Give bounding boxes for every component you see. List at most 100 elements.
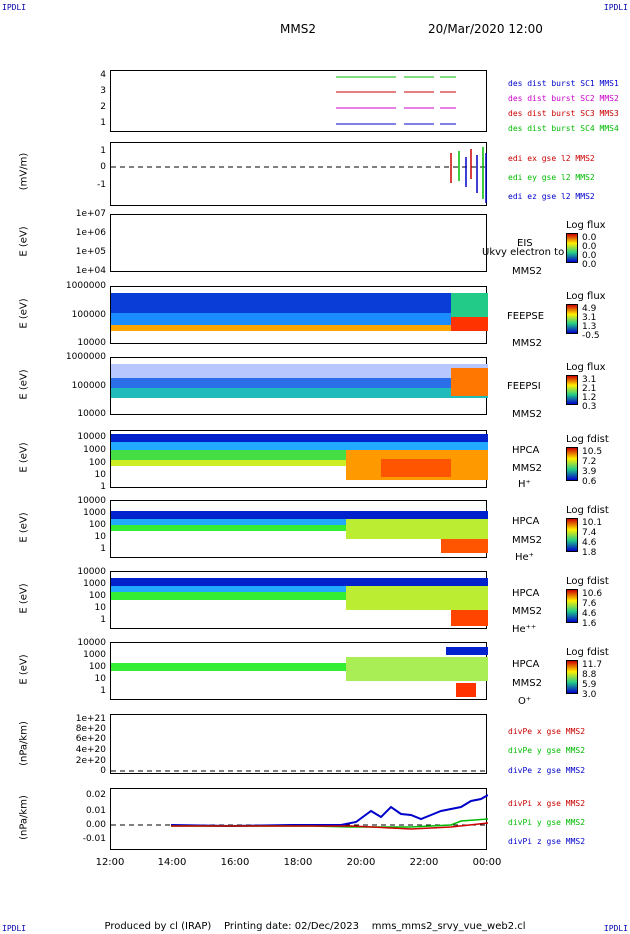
colorbar-value: 0.6 — [582, 477, 597, 487]
colorbar-title: Log fdist — [566, 434, 609, 445]
ytick: 1 — [100, 482, 106, 492]
corner-label-bl: IPDLI — [2, 924, 27, 933]
instrument-label: HPCA — [512, 516, 540, 527]
colorbar-value: 4.9 — [582, 304, 597, 314]
colorbar-eis — [566, 233, 578, 263]
ylabel-hpca-h: E (eV) — [18, 442, 30, 473]
colorbar-value: 0.3 — [582, 402, 597, 412]
spacecraft-title: MMS2 — [280, 22, 316, 36]
hpca-h-spectrogram — [111, 434, 488, 480]
ytick: 1 — [100, 118, 106, 128]
ytick: 10000 — [77, 338, 106, 348]
legend-item: edi ez gse l2 MMS2 — [508, 192, 595, 201]
species-label: O⁺ — [518, 696, 532, 707]
ytick: 1e+21 — [75, 714, 106, 724]
ytick: 1 — [100, 146, 106, 156]
instrument-label: MMS2 — [512, 338, 542, 349]
colorbar-value: 5.9 — [582, 680, 597, 690]
footer-filename: mms_mms2_srvy_vue_web2.cl — [371, 921, 526, 932]
colorbar-title: Log fdist — [566, 576, 609, 587]
ytick: 1e+07 — [75, 209, 106, 219]
colorbar-title: Log flux — [566, 291, 606, 302]
ytick: 1 — [100, 686, 106, 696]
ytick: -1 — [97, 180, 106, 190]
legend-item: des dist burst SC3 MMS3 — [508, 109, 619, 118]
colorbar-value: 2.1 — [582, 384, 597, 394]
ytick: 8e+20 — [75, 724, 106, 734]
colorbar-value: 11.7 — [582, 660, 603, 670]
species-label: He⁺⁺ — [512, 624, 537, 635]
colorbar-value: 4.6 — [582, 538, 597, 548]
colorbar-value: 7.6 — [582, 599, 597, 609]
feepse-spectrogram — [111, 293, 488, 331]
ylabel-divpe: (nPa/km) — [18, 721, 30, 766]
ytick: 0.02 — [85, 790, 106, 800]
panel-feepse — [110, 286, 488, 344]
colorbar-value: 3.1 — [582, 313, 597, 323]
legend-item: divPi y gse MMS2 — [508, 818, 586, 827]
species-label: He⁺ — [515, 552, 534, 563]
xtick: 14:00 — [157, 857, 187, 868]
feepsi-spectrogram — [111, 364, 488, 398]
colorbar-value: 7.4 — [582, 528, 597, 538]
corner-label-br: IPDLI — [603, 924, 628, 933]
footer-producer: Produced by cl (IRAP) — [104, 921, 212, 932]
colorbar-feepsi — [566, 375, 578, 405]
colorbar-hpca-he — [566, 518, 578, 552]
panel-hpca-he — [110, 500, 488, 558]
ytick: 0 — [100, 766, 106, 776]
footer-print-date: Printing date: 02/Dec/2023 — [223, 921, 359, 932]
ytick: 100 — [88, 662, 106, 672]
colorbar-value: 0.0 — [582, 242, 597, 252]
ytick: 10000 — [77, 432, 106, 442]
divpi-plot — [111, 794, 488, 830]
instrument-label: MMS2 — [512, 463, 542, 474]
ytick: 100 — [88, 458, 106, 468]
footer: Produced by cl (IRAP) Printing date: 02/… — [0, 921, 630, 932]
instrument-label: FEEPSE — [507, 311, 545, 322]
instrument-label: MMS2 — [512, 606, 542, 617]
ytick: 1 — [100, 615, 106, 625]
panel-eis — [110, 214, 487, 272]
panel-feepsi — [110, 357, 488, 415]
species-label: H⁺ — [518, 479, 531, 490]
ytick: 1000 — [83, 650, 106, 660]
ytick: 1e+05 — [75, 247, 106, 257]
xtick: 20:00 — [346, 857, 376, 868]
ytick: 100000 — [71, 381, 106, 391]
ylabel-hpca-hepp: E (eV) — [18, 583, 30, 614]
panel-divpe — [110, 714, 488, 774]
ytick: 1000000 — [65, 281, 106, 291]
panel-edi — [110, 142, 488, 206]
instrument-label: MMS2 — [512, 409, 542, 420]
xtick: 12:00 — [95, 857, 125, 868]
legend-item: edi ex gse l2 MMS2 — [508, 154, 595, 163]
instrument-label: MMS2 — [512, 535, 542, 546]
xtick: 00:00 — [472, 857, 502, 868]
ytick: 4e+20 — [75, 745, 106, 755]
corner-label-tl: IPDLI — [2, 3, 27, 12]
ylabel-eis: E (eV) — [18, 226, 30, 257]
divpe-plot — [111, 770, 488, 772]
ytick: 100 — [88, 591, 106, 601]
colorbar-value: 10.5 — [582, 447, 603, 457]
edi-plot — [111, 147, 488, 203]
ytick: 0.00 — [85, 820, 106, 830]
instrument-label: HPCA — [512, 445, 540, 456]
colorbar-title: Log flux — [566, 220, 606, 231]
colorbar-value: 3.1 — [582, 375, 597, 385]
ylabel-edi: (mV/m) — [18, 152, 30, 191]
overlay-label: Ukvy electron to — [482, 247, 565, 258]
colorbar-title: Log fdist — [566, 647, 609, 658]
ylabel-hpca-o: E (eV) — [18, 654, 30, 685]
ytick: 2 — [100, 102, 106, 112]
xtick: 16:00 — [220, 857, 250, 868]
ytick: 1e+04 — [75, 266, 106, 276]
colorbar-value: 1.8 — [582, 548, 597, 558]
colorbar-value: 8.8 — [582, 670, 597, 680]
ytick: 10 — [94, 470, 106, 480]
burst-lines — [336, 76, 456, 125]
colorbar-hpca-h — [566, 447, 578, 481]
ytick: 2e+20 — [75, 756, 106, 766]
colorbar-value: 10.6 — [582, 589, 603, 599]
